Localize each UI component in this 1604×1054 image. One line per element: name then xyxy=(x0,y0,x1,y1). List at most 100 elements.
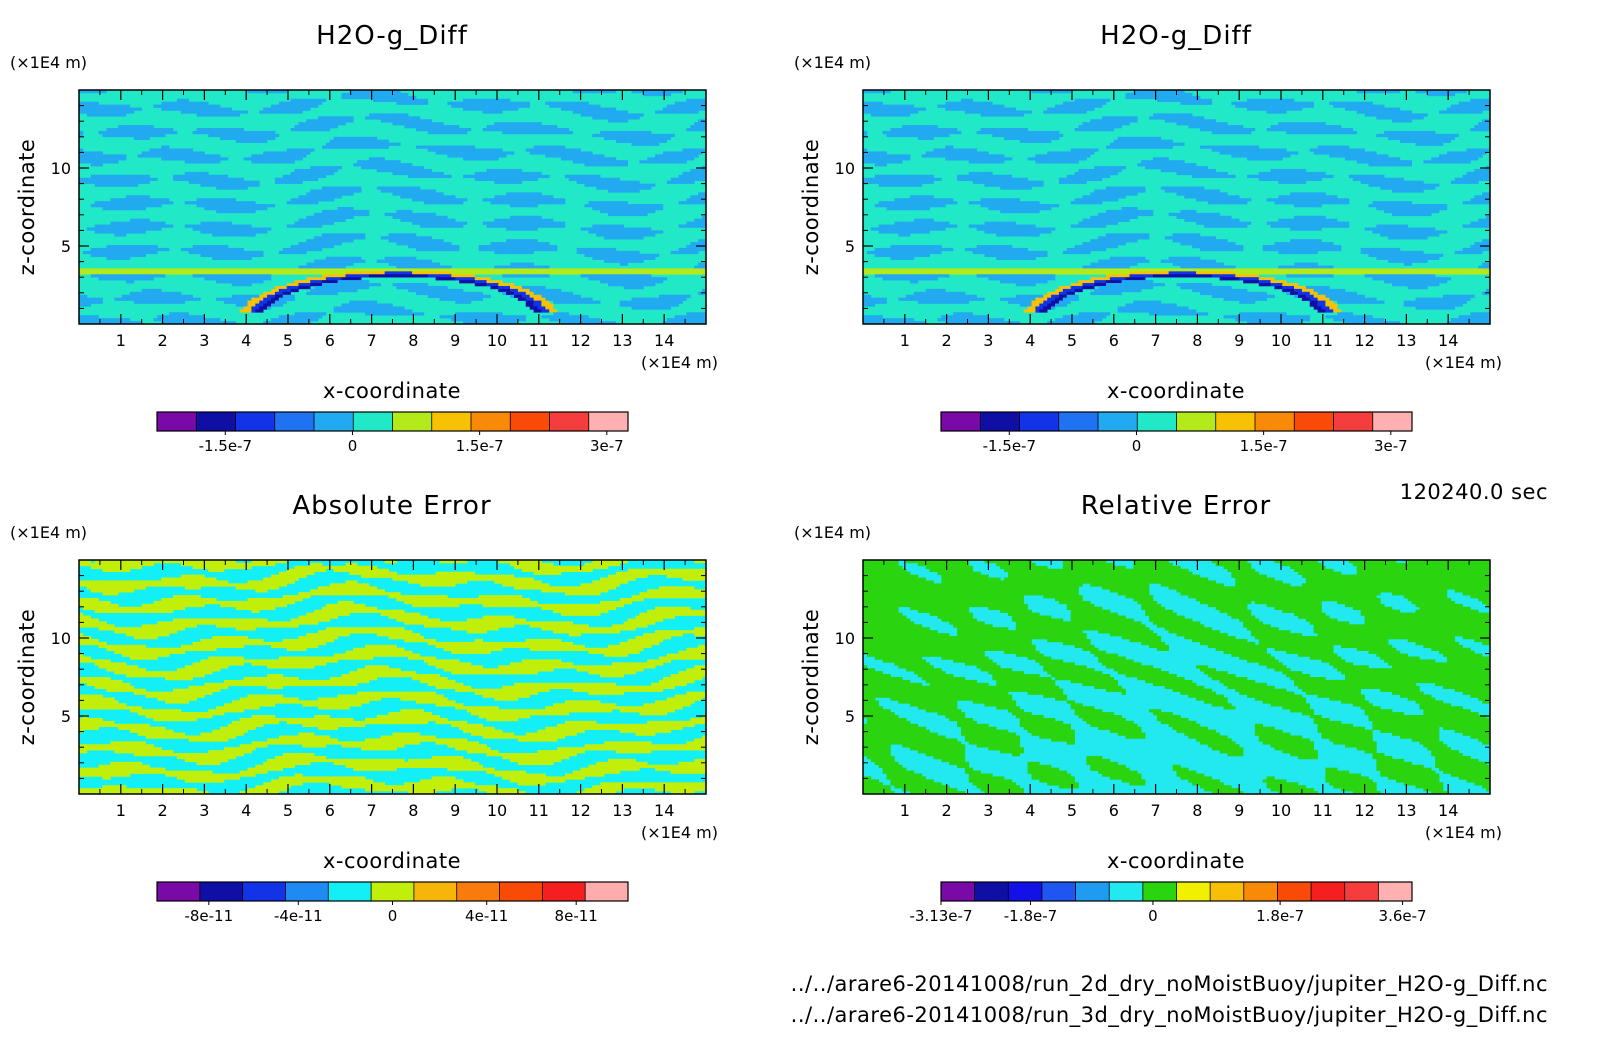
heatmap-cell xyxy=(349,189,354,193)
heatmap-cell xyxy=(141,245,146,249)
heatmap-cell xyxy=(137,297,142,301)
heatmap-cell xyxy=(470,315,476,319)
heatmap-cell xyxy=(513,128,519,132)
heatmap-cell xyxy=(376,160,382,164)
heatmap-cell xyxy=(502,125,507,129)
heatmap-cell xyxy=(588,247,593,252)
heatmap-cell xyxy=(592,274,597,278)
heatmap-cell xyxy=(702,271,707,275)
heatmap-cell xyxy=(619,268,625,272)
heatmap-cell xyxy=(153,271,158,275)
chart-title: H2O-g_Diff xyxy=(316,21,468,51)
heatmap-cell xyxy=(380,309,385,313)
heatmap-cell xyxy=(666,268,672,272)
heatmap-cell xyxy=(106,128,111,132)
heatmap-cell xyxy=(459,318,464,322)
heatmap-cell xyxy=(365,92,370,97)
heatmap-cell xyxy=(165,321,170,325)
heatmap-cell xyxy=(627,233,632,237)
heatmap-cell xyxy=(196,271,201,275)
heatmap-cell xyxy=(419,174,425,179)
heatmap-cell xyxy=(341,92,346,97)
heatmap-cell xyxy=(455,151,460,155)
heatmap-cell xyxy=(561,291,566,296)
heatmap-cell xyxy=(396,309,401,313)
heatmap-cell xyxy=(263,230,268,234)
heatmap-cell xyxy=(274,268,280,272)
heatmap-cell xyxy=(82,157,88,161)
heatmap-cell xyxy=(584,101,589,105)
heatmap-cell xyxy=(627,139,632,143)
heatmap-cell xyxy=(576,160,581,164)
heatmap-cell xyxy=(384,90,389,94)
heatmap-cell xyxy=(568,154,574,158)
heatmap-cell xyxy=(267,300,272,304)
heatmap-cell xyxy=(533,265,538,269)
heatmap-cell xyxy=(482,98,487,102)
heatmap-cell xyxy=(639,186,644,190)
heatmap-cell xyxy=(490,157,495,161)
heatmap-cell xyxy=(611,113,617,117)
heatmap-cell xyxy=(106,157,111,161)
heatmap-cell xyxy=(208,277,213,281)
heatmap-cell xyxy=(431,294,436,298)
heatmap-cell xyxy=(651,157,656,161)
heatmap-cell xyxy=(204,253,209,258)
heatmap-cell xyxy=(220,133,225,138)
heatmap-cell xyxy=(82,177,88,181)
heatmap-cell xyxy=(447,245,452,249)
heatmap-cell xyxy=(682,110,687,114)
heatmap-cell xyxy=(447,297,452,301)
heatmap-cell xyxy=(619,207,625,211)
heatmap-cell xyxy=(686,294,691,298)
heatmap-cell xyxy=(365,142,370,146)
heatmap-cell xyxy=(380,98,385,102)
heatmap-cell xyxy=(404,209,409,214)
heatmap-cell xyxy=(306,312,311,316)
heatmap-cell xyxy=(647,277,652,281)
heatmap-cell xyxy=(212,177,217,181)
heatmap-cell xyxy=(310,242,315,246)
heatmap-cell xyxy=(608,259,613,263)
heatmap-cell xyxy=(114,183,119,187)
heatmap-cell xyxy=(149,268,154,272)
heatmap-cell xyxy=(678,268,683,272)
heatmap-cell xyxy=(114,245,119,249)
heatmap-cell xyxy=(208,253,213,258)
heatmap-cell xyxy=(267,277,272,281)
heatmap-cell xyxy=(247,280,252,284)
heatmap-cell xyxy=(94,230,99,234)
heatmap-cell xyxy=(702,122,707,126)
heatmap-cell xyxy=(376,116,382,120)
heatmap-cell xyxy=(572,148,577,152)
heatmap-cell xyxy=(216,221,221,225)
heatmap-cell xyxy=(482,154,487,158)
heatmap-cell xyxy=(216,318,221,322)
heatmap-cell xyxy=(455,104,460,108)
heatmap-cell xyxy=(126,245,131,249)
heatmap-cell xyxy=(380,303,385,307)
heatmap-cell xyxy=(419,215,425,219)
heatmap-cell xyxy=(110,133,115,138)
heatmap-cell xyxy=(337,136,342,141)
heatmap-cell xyxy=(388,168,393,173)
heatmap-cell xyxy=(455,297,460,301)
heatmap-cell xyxy=(647,209,652,214)
heatmap-cell xyxy=(537,274,542,278)
heatmap-cell xyxy=(639,277,644,281)
heatmap-cell xyxy=(90,151,95,155)
heatmap-cell xyxy=(494,265,499,269)
heatmap-cell xyxy=(286,160,291,164)
heatmap-cell xyxy=(400,236,405,240)
heatmap-cell xyxy=(126,318,131,322)
heatmap-cell xyxy=(529,271,534,275)
heatmap-cell xyxy=(427,198,432,202)
heatmap-cell xyxy=(102,271,107,275)
heatmap-cell xyxy=(470,271,476,275)
heatmap-cell xyxy=(220,277,225,281)
heatmap-cell xyxy=(325,122,331,126)
heatmap-cell xyxy=(122,321,127,325)
heatmap-cell xyxy=(643,183,648,187)
heatmap-cell xyxy=(153,198,158,202)
heatmap-cell xyxy=(623,230,628,234)
